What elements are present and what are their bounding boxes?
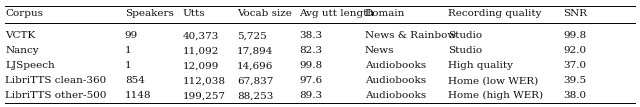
Text: Avg utt length: Avg utt length [300, 9, 374, 18]
Text: Home (low WER): Home (low WER) [448, 76, 538, 85]
Text: 37.0: 37.0 [563, 61, 586, 70]
Text: Audiobooks: Audiobooks [365, 61, 426, 70]
Text: Nancy: Nancy [5, 46, 39, 55]
Text: News: News [365, 46, 394, 55]
Text: Home (high WER): Home (high WER) [448, 91, 543, 100]
Text: 99.8: 99.8 [300, 61, 323, 70]
Text: 97.6: 97.6 [300, 76, 323, 85]
Text: 39.5: 39.5 [563, 76, 586, 85]
Text: LJSpeech: LJSpeech [5, 61, 55, 70]
Text: High quality: High quality [448, 61, 513, 70]
Text: 38.0: 38.0 [563, 91, 586, 100]
Text: News & Rainbow: News & Rainbow [365, 31, 456, 40]
Text: 5,725: 5,725 [237, 31, 266, 40]
Text: 88,253: 88,253 [237, 91, 273, 100]
Text: Domain: Domain [365, 9, 405, 18]
Text: 14,696: 14,696 [237, 61, 273, 70]
Text: Corpus: Corpus [5, 9, 43, 18]
Text: Studio: Studio [448, 31, 482, 40]
Text: 1148: 1148 [125, 91, 151, 100]
Text: Audiobooks: Audiobooks [365, 91, 426, 100]
Text: Speakers: Speakers [125, 9, 173, 18]
Text: 99.8: 99.8 [563, 31, 586, 40]
Text: 854: 854 [125, 76, 145, 85]
Text: LibriTTS other-500: LibriTTS other-500 [5, 91, 107, 100]
Text: 11,092: 11,092 [182, 46, 219, 55]
Text: Studio: Studio [448, 46, 482, 55]
Text: 38.3: 38.3 [300, 31, 323, 40]
Text: 12,099: 12,099 [182, 61, 219, 70]
Text: 82.3: 82.3 [300, 46, 323, 55]
Text: VCTK: VCTK [5, 31, 35, 40]
Text: 67,837: 67,837 [237, 76, 273, 85]
Text: Vocab size: Vocab size [237, 9, 292, 18]
Text: 199,257: 199,257 [182, 91, 225, 100]
Text: Audiobooks: Audiobooks [365, 76, 426, 85]
Text: 99: 99 [125, 31, 138, 40]
Text: 17,894: 17,894 [237, 46, 273, 55]
Text: SNR: SNR [563, 9, 588, 18]
Text: 40,373: 40,373 [182, 31, 219, 40]
Text: 1: 1 [125, 61, 131, 70]
Text: 92.0: 92.0 [563, 46, 586, 55]
Text: 89.3: 89.3 [300, 91, 323, 100]
Text: LibriTTS clean-360: LibriTTS clean-360 [5, 76, 106, 85]
Text: Recording quality: Recording quality [448, 9, 541, 18]
Text: 1: 1 [125, 46, 131, 55]
Text: 112,038: 112,038 [182, 76, 225, 85]
Text: Utts: Utts [182, 9, 205, 18]
